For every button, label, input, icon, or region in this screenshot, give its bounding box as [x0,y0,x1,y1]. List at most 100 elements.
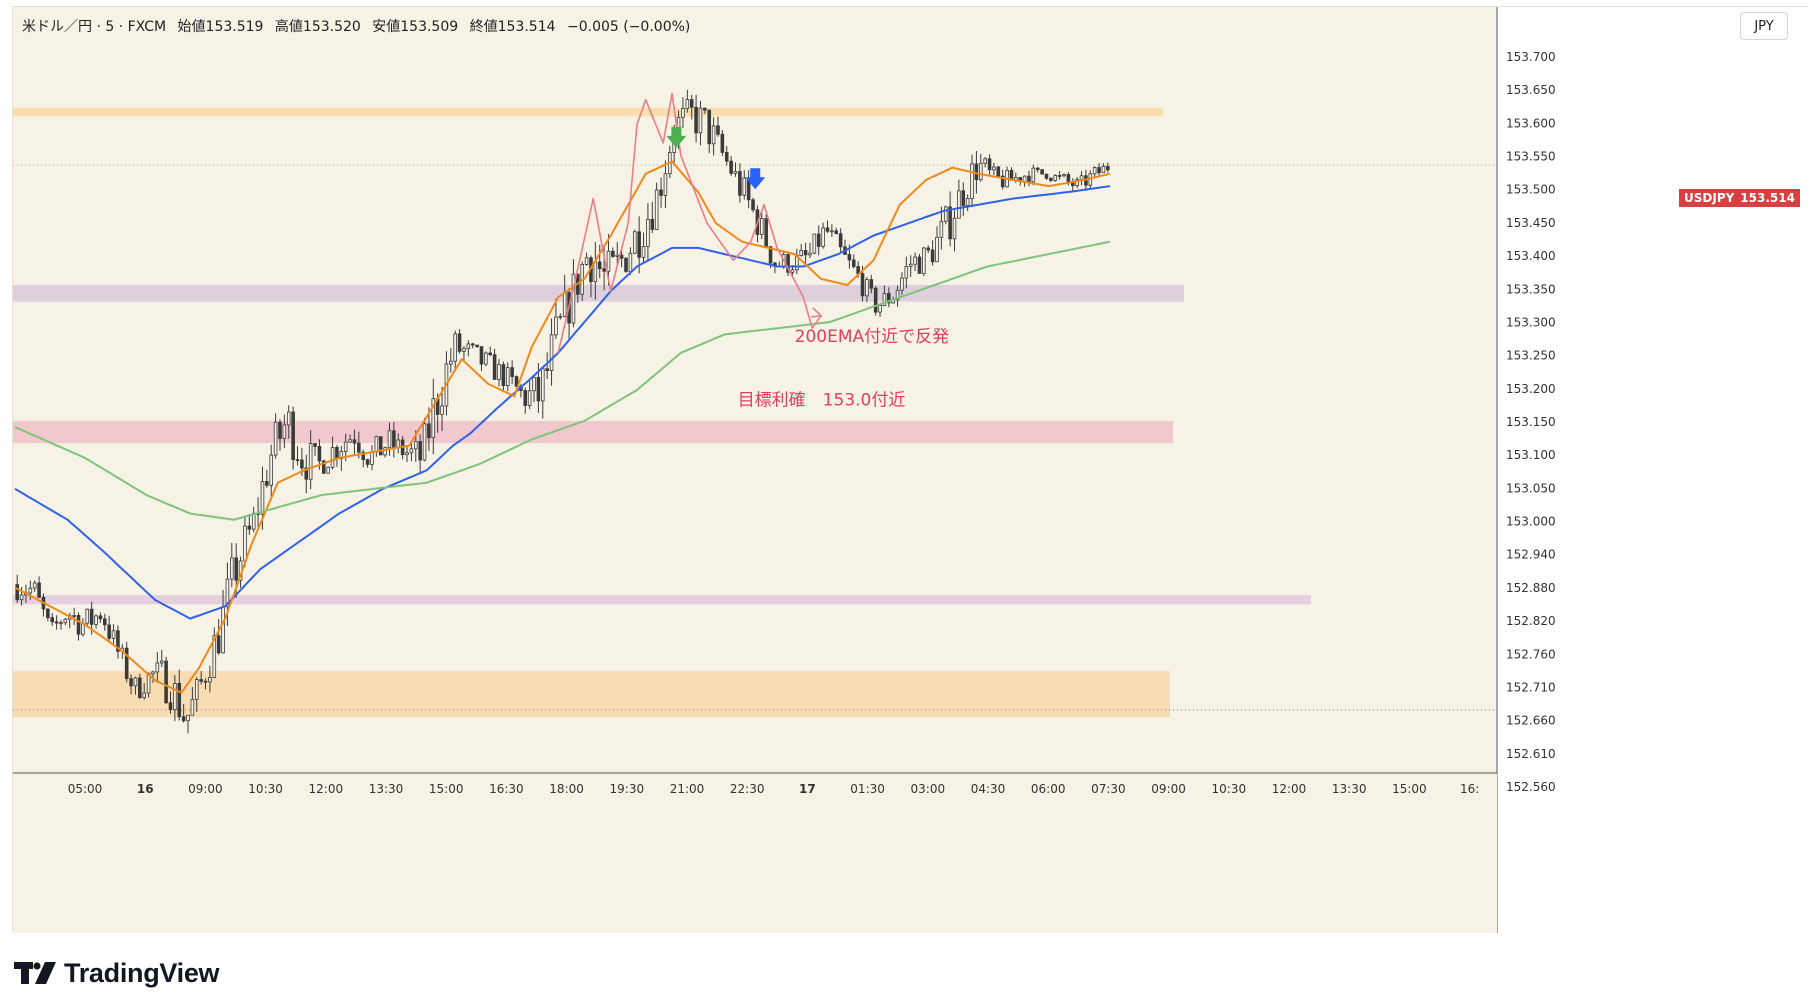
candle-body [405,452,409,456]
candle-body [632,231,637,254]
candle-body [177,683,182,718]
x-tick-label: 13:30 [1332,782,1367,796]
x-tick-label: 18:00 [549,782,584,796]
candle-body [965,198,970,206]
y-tick-label: 152.710 [1506,680,1556,694]
candle-body [808,252,812,256]
candle-body [913,256,917,265]
candle-body [278,421,282,439]
candle-body [203,680,208,683]
y-tick-label: 152.940 [1506,548,1556,562]
candle-body [974,163,979,181]
candle-body [1066,174,1071,183]
symbol-label[interactable]: 米ドル／円 · 5 · FXCM [22,19,167,35]
candle-body [173,683,177,710]
moving-average-line [14,240,1111,521]
candle-body [943,206,948,222]
x-tick-label: 01:30 [850,782,885,796]
candle-body [422,423,427,461]
candle-body [768,246,773,264]
candle-body [703,107,707,111]
candle-body [698,107,703,134]
change-value: −0.005 (−0.00%) [566,19,691,35]
last-price-tag: USDJPY 153.514 [1679,189,1800,207]
candle-body [681,108,685,118]
candle-body [484,352,488,365]
candle-body [453,333,457,362]
x-tick-label: 05:00 [68,782,103,796]
price-zone-band [13,107,1163,117]
price-zone-band [13,420,1173,444]
tradingview-logo-icon [14,962,56,984]
candle-body [760,218,764,235]
candle-body [247,525,252,530]
candle-body [251,512,256,530]
y-tick-label: 153.250 [1506,349,1556,363]
tradingview-logo[interactable]: TradingView [14,956,220,990]
x-tick-label: 10:30 [248,782,283,796]
candle-body [133,677,138,687]
candle-body [738,171,742,196]
x-tick-label: 16:30 [489,782,524,796]
candle-body [624,257,628,272]
candle-body [378,436,383,456]
candle-body [939,220,944,238]
candle-body [830,230,834,233]
candle-body [786,254,790,273]
y-tick-label: 153.400 [1506,249,1556,263]
candle-body [1053,175,1058,181]
candle-body [558,315,563,318]
candle-body [523,390,528,406]
candle-body [720,133,725,153]
down-arrow-icon [745,168,766,190]
close-value: 終値153.514 [469,19,556,35]
candle-body [821,227,825,247]
candle-body [996,166,1001,177]
x-tick-label: 12:00 [1272,782,1307,796]
candle-body [812,233,817,254]
candle-body [926,247,931,251]
y-tick-label: 153.200 [1506,382,1556,396]
price-zone-band [13,284,1184,302]
candle-body [650,218,655,230]
x-tick-label: 19:30 [610,782,645,796]
candle-body [1027,175,1031,183]
y-tick-label: 153.150 [1506,415,1556,429]
x-tick-label: 15:00 [1392,782,1427,796]
candle-body [449,360,453,365]
candle-body [654,189,659,230]
candle-body [308,443,313,480]
candle-body [948,206,952,240]
candle-body [646,218,650,247]
candle-body [335,447,339,459]
candle-body [851,259,856,267]
candlestick-series [15,89,1110,734]
candle-body [159,660,164,664]
y-tick-label: 152.880 [1506,581,1556,595]
moving-average-line [14,185,1111,620]
candle-body [479,346,484,365]
candle-body [970,163,974,199]
y-tick-label: 152.820 [1506,614,1556,628]
candle-body [19,594,24,601]
candle-body [694,106,698,134]
candle-body [427,423,431,439]
candle-body [199,679,203,682]
candle-body [50,617,55,623]
currency-button[interactable]: JPY [1740,12,1788,40]
candle-body [908,263,913,267]
chart-area[interactable]: 200EMA付近で反発 目標利確 153.0付近 153.700 153.650 153… [12,6,1809,933]
candle-body [983,158,987,164]
candle-body [457,333,462,352]
candle-body [361,451,366,461]
candle-body [300,459,304,469]
candle-body [847,254,852,261]
candle-body [37,582,41,598]
candle-body [961,190,966,206]
candle-body [186,714,190,722]
candle-body [313,443,317,447]
candle-body [1049,177,1053,181]
annotation-rebound-text: 200EMA付近で反発 [795,327,950,347]
candle-body [1092,167,1097,175]
